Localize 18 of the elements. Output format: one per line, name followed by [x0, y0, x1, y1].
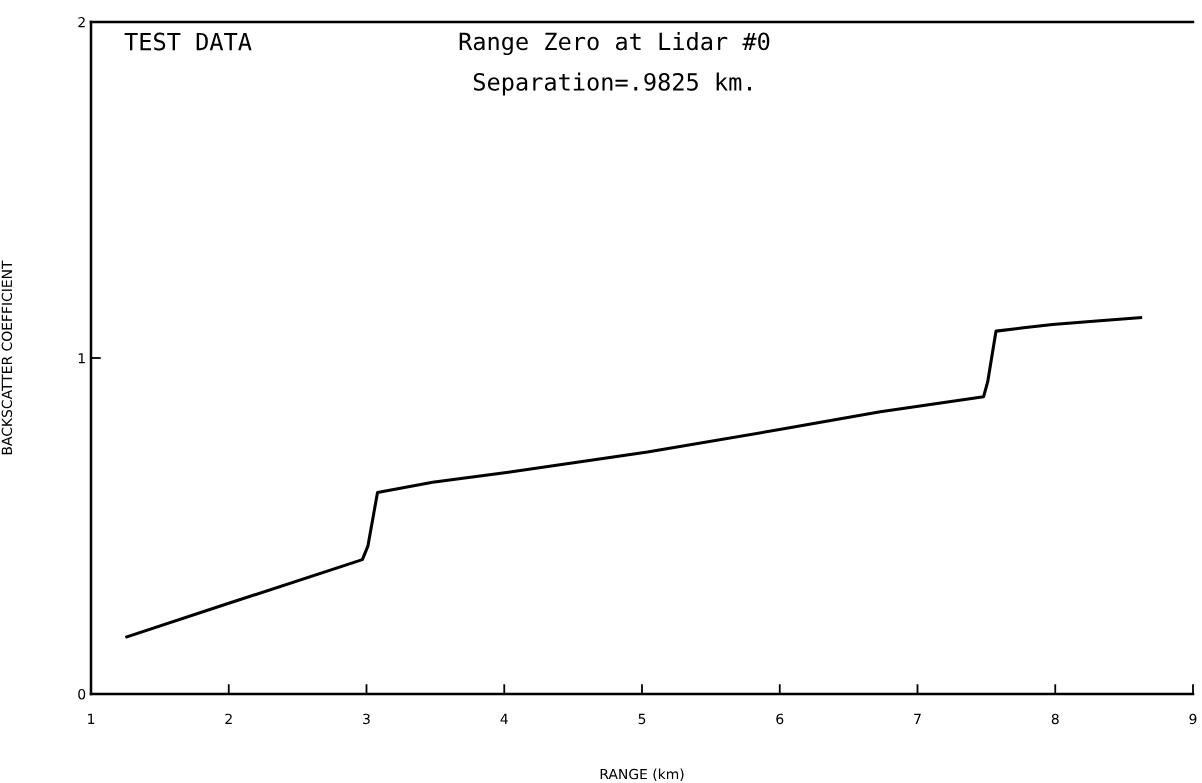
x-axis-title: RANGE (km) [600, 768, 684, 781]
y-tick-label: 1 [78, 353, 85, 364]
x-tick-label: 8 [1051, 713, 1059, 725]
x-tick-label: 2 [225, 713, 232, 724]
annotation: TEST DATA [124, 32, 252, 51]
y-tick-label: 0 [78, 688, 86, 700]
x-tick-label: 7 [914, 713, 921, 724]
x-tick-label: 6 [776, 713, 784, 725]
x-tick-label: 3 [363, 713, 370, 725]
chart-title: Range Zero at Lidar #0 [459, 32, 770, 56]
x-tick-label: 4 [500, 713, 508, 724]
line-series [125, 316, 1143, 639]
text: Separation=.9825 km. [473, 72, 751, 96]
x-tick-label: 9 [1189, 713, 1197, 725]
x-tick-label: 1 [88, 713, 95, 724]
x-tick-label: 5 [638, 713, 646, 725]
y-axis-title: BACKSCATTER COEFFICIENT [1, 260, 13, 455]
y-tick-label: 2 [78, 16, 85, 28]
